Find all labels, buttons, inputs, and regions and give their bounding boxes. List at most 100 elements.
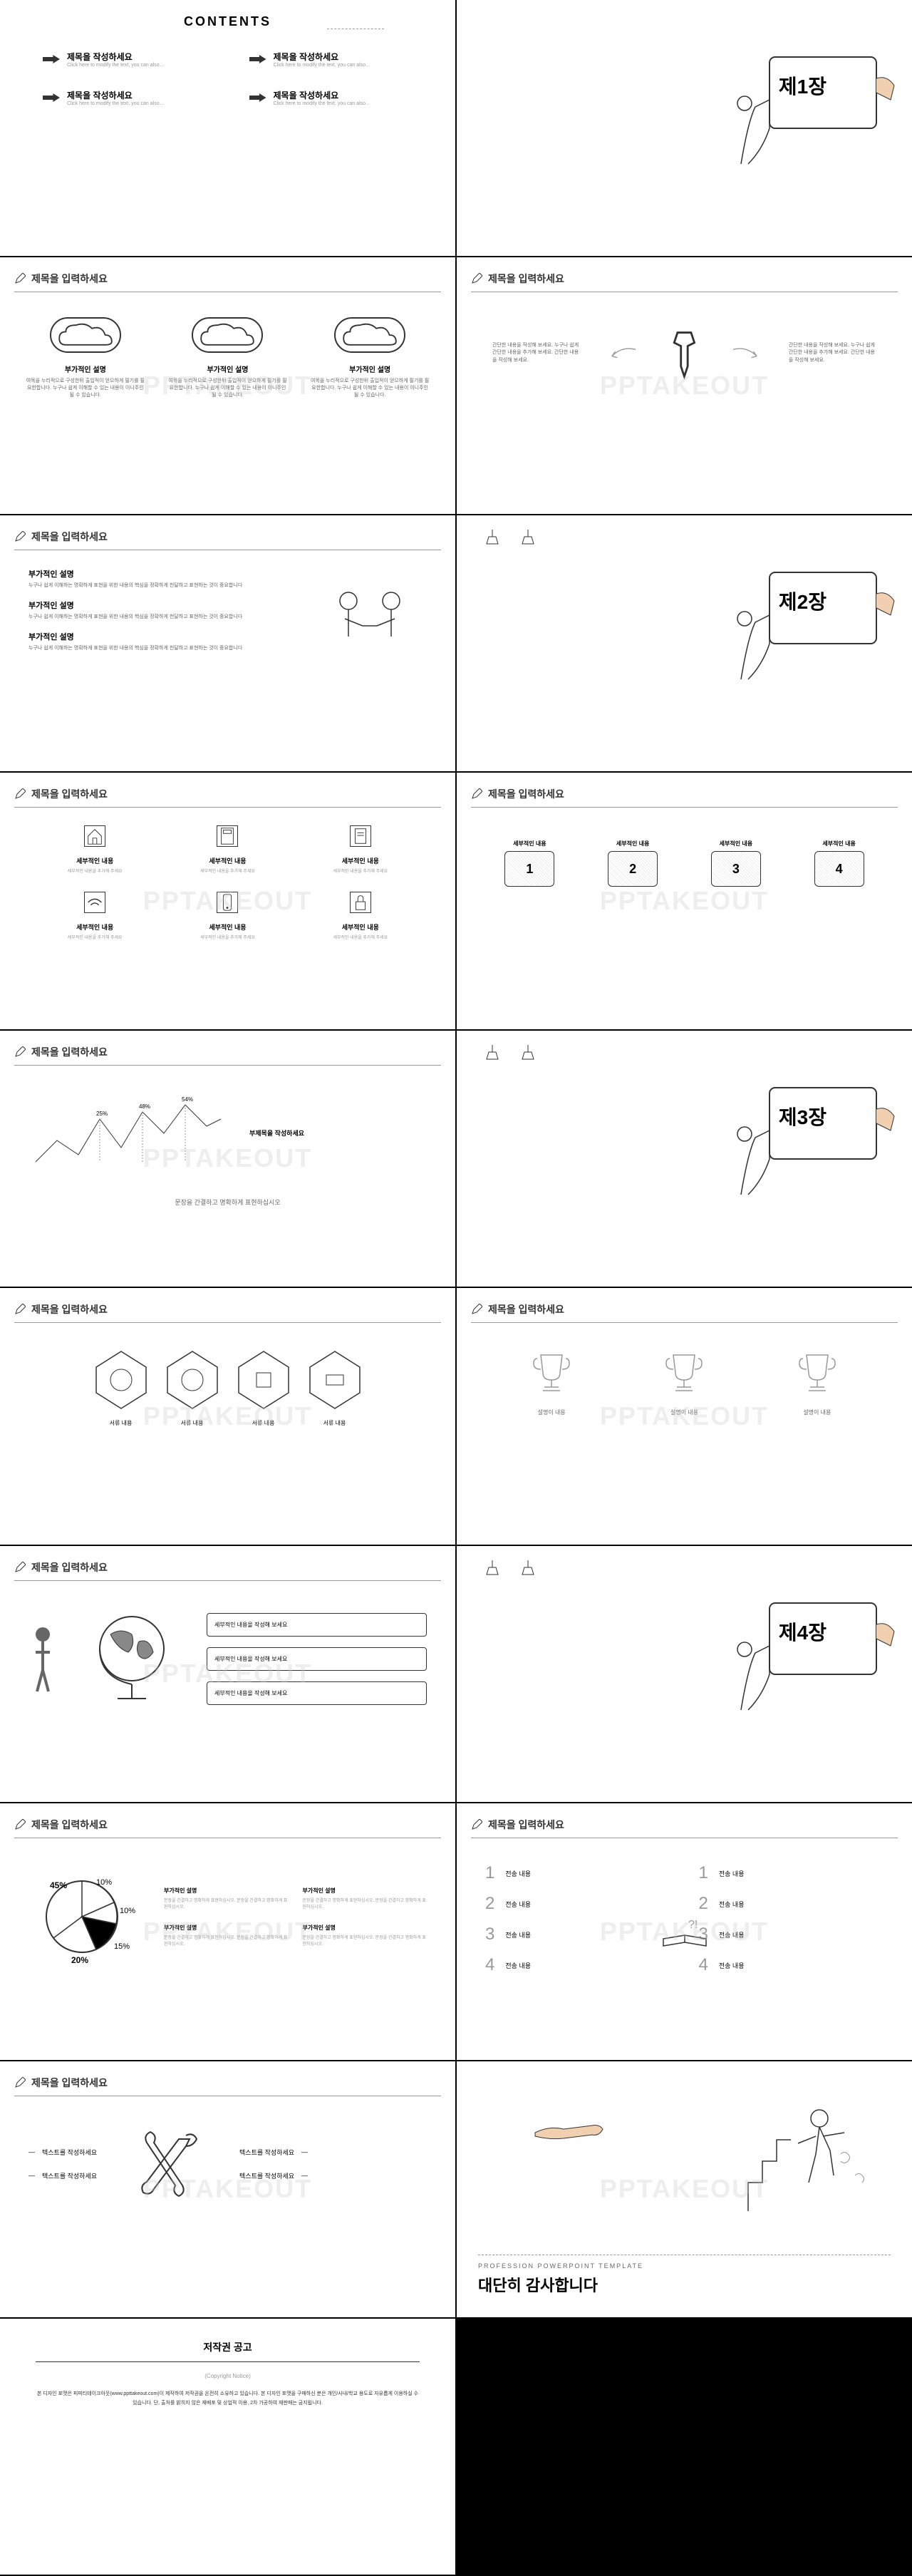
person-icon xyxy=(28,1624,57,1695)
trophy-icon xyxy=(663,1348,705,1398)
clouds-row: 부가적인 설명 여목을 누리적으로 구성한뒤 출입적이 얻으하게 필기를 필요한… xyxy=(14,303,441,413)
pie-label-item: 부가적인 설명 문장을 간결하고 명확하게 표현하십시오. 문장을 간결하고 명… xyxy=(303,1924,428,1947)
icon-sub: 세부적인 내용을 추가해 주세요 xyxy=(175,934,279,940)
pencil-icon xyxy=(14,2077,26,2088)
slide-header: 제목을 입력하세요 xyxy=(14,530,441,550)
slide-title: 제목을 입력하세요 xyxy=(31,272,108,286)
contents-grid: 제목을 작성하세요 Click here to modify the text,… xyxy=(14,51,441,106)
copyright-sub: (Copyright Notice) xyxy=(36,2373,420,2379)
slide-numbered: 제목을 입력하세요 1전송 내용 1전송 내용 2전송 내용 2전송 내용 3전… xyxy=(457,1803,912,2059)
thanks-sub: PROFESSION POWERPOINT TEMPLATE xyxy=(478,2262,891,2270)
slide-title: 제목을 입력하세요 xyxy=(31,787,108,801)
trophy-label: 설명이 내용 xyxy=(663,1408,705,1416)
hex-label: 서류 내용 xyxy=(306,1419,363,1427)
arrow-icon xyxy=(249,93,266,102)
icon-label: 세부적인 내용 xyxy=(43,856,147,865)
pie-chart-icon: 45% 10% 10% 15% 20% xyxy=(28,1863,135,1970)
slide-title: 제목을 입력하세요 xyxy=(488,1302,564,1317)
chapter-title: 제3장 xyxy=(779,1102,826,1130)
icon-grid: 세부적인 내용 세부적인 내용을 추가해 주세요 세부적인 내용 세부적인 내용… xyxy=(14,818,441,947)
text-boxes: 세부적인 내용을 작성해 보세요 세부적인 내용을 작성해 보세요 세부적인 내… xyxy=(207,1613,427,1705)
pie-label-title: 부가적인 설명 xyxy=(303,1924,428,1932)
arrow-left-icon xyxy=(608,346,636,360)
box-group: 세부적인 내용 4 xyxy=(814,840,864,887)
document-icon xyxy=(350,825,371,847)
cloud-icon xyxy=(50,317,121,353)
slide-black xyxy=(457,2319,912,2575)
cloud-item: 부가적인 설명 여목을 누리적으로 구성한뒤 출입적이 얻으하게 필기를 필요한… xyxy=(310,317,430,398)
globe-icon xyxy=(78,1606,185,1713)
arrow-icon xyxy=(43,55,60,63)
icon-item: 세부적인 내용 세부적인 내용을 추가해 주세요 xyxy=(309,892,413,940)
num-box: 3 xyxy=(711,851,761,887)
hex-grid: 서류 내용 서류 내용 서류 내용 서류 내용 xyxy=(14,1334,441,1441)
contents-label: 제목을 작성하세요 xyxy=(67,89,163,101)
big-num: 4 xyxy=(485,1955,494,1975)
cloud-text: 여목을 누리적으로 구성한뒤 출입적이 얻으하게 필기를 필요한합니다. 누구나… xyxy=(168,378,288,398)
icon-item: 세부적인 내용 세부적인 내용을 추가해 주세요 xyxy=(309,825,413,874)
handshake-icon xyxy=(327,587,413,658)
num-text: 전송 내용 xyxy=(505,1900,531,1909)
pie-label-text: 문장을 간결하고 명확하게 표현하십시오. 문장을 간결하고 명확하게 표현하십… xyxy=(303,1897,428,1910)
trophy-icon xyxy=(796,1348,839,1398)
pencil-icon xyxy=(14,531,26,542)
slide-title: 제목을 입력하세요 xyxy=(488,1818,564,1832)
hexagon-icon xyxy=(306,1348,363,1412)
slide-header: 제목을 입력하세요 xyxy=(471,1818,898,1838)
hex-label: 서류 내용 xyxy=(93,1419,150,1427)
pin-text-left: 간단한 내용을 작성해 보세요. 누구나 쉽게 간단한 내용을 추가해 보세요.… xyxy=(492,342,580,365)
slide-hexagons: 제목을 입력하세요 서류 내용 서류 내용 서류 내용 서류 내용 PPTAKE… xyxy=(0,1288,455,1544)
icon-label: 세부적인 내용 xyxy=(309,922,413,932)
hex-group: 서류 내용 xyxy=(93,1348,150,1427)
box-label: 세부적인 내용 xyxy=(711,840,761,847)
icon-item: 세부적인 내용 세부적인 내용을 추가해 주세요 xyxy=(43,825,147,874)
box-group: 세부적인 내용 2 xyxy=(608,840,658,887)
cloud-label: 부가적인 설명 xyxy=(26,364,145,374)
pie-value: 10% xyxy=(120,1907,135,1915)
contents-item: 제목을 작성하세요 Click here to modify the text,… xyxy=(249,51,413,68)
pie-labels: 부가적인 설명 문장을 간결하고 명확하게 표현하십시오. 문장을 간결하고 명… xyxy=(164,1887,427,1947)
contents-title: CONTENTS xyxy=(14,14,441,29)
num-item: 4 전송 내용 xyxy=(485,1955,670,1975)
hand-sketch-icon xyxy=(698,1066,898,1223)
cloud-icon xyxy=(192,317,263,353)
tools-text-left: — 텍스트를 작성하세요 — 텍스트를 작성하세요 xyxy=(28,2148,97,2180)
pencil-icon xyxy=(14,788,26,800)
hand-sketch-icon xyxy=(698,36,898,192)
num-item: 2전송 내용 xyxy=(699,1894,884,1914)
contents-sub: Click here to modify the text, you can a… xyxy=(274,63,370,68)
slide-trophies: 제목을 입력하세요 설명이 내용 설명이 내용 설명이 내용 PPTAKEOUT xyxy=(457,1288,912,1544)
boxes-row: 세부적인 내용 1 세부적인 내용 2 세부적인 내용 3 세부적인 내용 4 xyxy=(471,818,898,908)
cloud-text: 여목을 누리적으로 구성한뒤 출입적이 얻으하게 필기를 필요한합니다. 누구나… xyxy=(26,378,145,398)
trophies-row: 설명이 내용 설명이 내용 설명이 내용 xyxy=(471,1334,898,1431)
icon-label: 세부적인 내용 xyxy=(43,922,147,932)
slide-title: 제목을 입력하세요 xyxy=(488,787,564,801)
phone-icon xyxy=(217,892,238,913)
businessman-sketch-icon xyxy=(712,2083,891,2225)
pie-label-text: 문장을 간결하고 명확하게 표현하십시오. 문장을 간결하고 명확하게 표현하십… xyxy=(303,1934,428,1947)
pencil-icon xyxy=(14,1046,26,1058)
cloud-item: 부가적인 설명 여목을 누리적으로 구성한뒤 출입적이 얻으하게 필기를 필요한… xyxy=(26,317,145,398)
cloud-item: 부가적인 설명 여목을 누리적으로 구성한뒤 출입적이 얻으하게 필기를 필요한… xyxy=(168,317,288,398)
num-item: 2전송 내용 xyxy=(485,1894,670,1914)
house-icon xyxy=(84,825,105,847)
chart-value: 54% xyxy=(182,1096,193,1103)
slide-copyright: 저작권 공고 (Copyright Notice) 본 디자인 포맷은 피피티테… xyxy=(0,2319,455,2575)
slide-header: 제목을 입력하세요 xyxy=(471,1302,898,1323)
cloud-label: 부가적인 설명 xyxy=(168,364,288,374)
book-icon: ?! xyxy=(656,1910,713,1953)
contents-item: 제목을 작성하세요 Click here to modify the text,… xyxy=(249,89,413,106)
pencil-icon xyxy=(14,1304,26,1315)
pie-label-text: 문장을 간결하고 명확하게 표현하십시오. 문장을 간결하고 명확하게 표현하십… xyxy=(164,1897,289,1910)
chart-value: 25% xyxy=(96,1111,108,1117)
big-num: 1 xyxy=(699,1863,708,1883)
icon-sub: 세부적인 내용을 추가해 주세요 xyxy=(43,867,147,874)
arrow-icon xyxy=(43,93,60,102)
chart-value: 48% xyxy=(139,1103,150,1110)
contents-label: 제목을 작성하세요 xyxy=(274,89,370,101)
chapter-title: 제1장 xyxy=(779,71,826,100)
slide-title: 제목을 입력하세요 xyxy=(31,1560,108,1575)
num-text: 전송 내용 xyxy=(505,1961,531,1970)
slide-boxes: 제목을 입력하세요 세부적인 내용 1 세부적인 내용 2 세부적인 내용 3 … xyxy=(457,773,912,1029)
cloud-label: 부가적인 설명 xyxy=(310,364,430,374)
